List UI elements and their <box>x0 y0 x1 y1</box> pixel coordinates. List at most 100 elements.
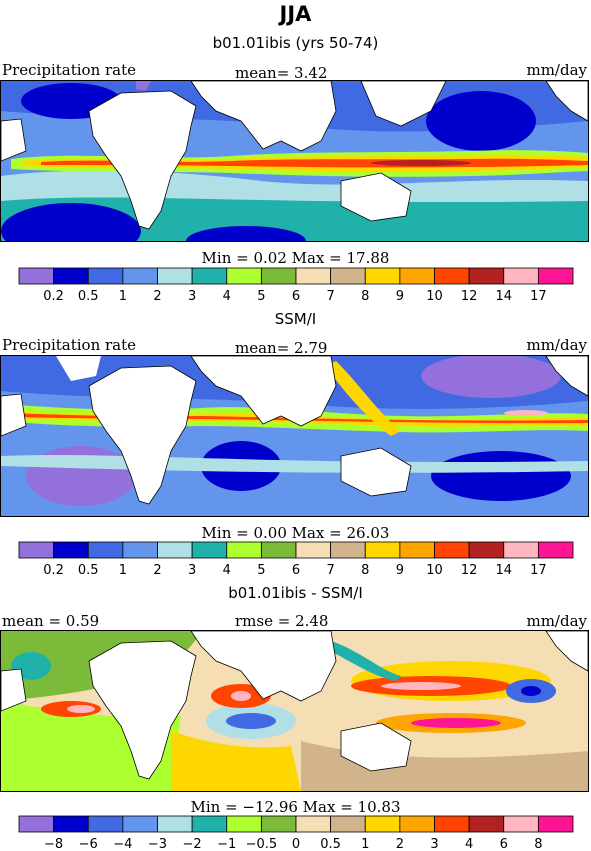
colorbar-tick-label: 12 <box>461 289 478 304</box>
colorbar-tick-label: 0 <box>292 837 300 851</box>
colorbar-swatch <box>122 267 158 285</box>
colorbar-tick-label: 2 <box>153 289 161 304</box>
panel-3-minmax: Min = −12.96 Max = 10.83 <box>190 798 401 816</box>
colorbar-swatch <box>399 267 435 285</box>
colorbar-swatch <box>364 267 401 285</box>
colorbar-tick-label: 10 <box>426 563 443 578</box>
colorbar-swatch <box>18 267 55 285</box>
colorbar-tick-label: 3 <box>188 289 196 304</box>
panel-3-mean-label: mean = 0.59 <box>2 612 100 630</box>
colorbar-tick-label: 8 <box>534 837 542 851</box>
colorbar-tick-label: 1 <box>119 289 127 304</box>
panel-2-minmax: Min = 0.00 Max = 26.03 <box>201 524 390 542</box>
panel-3-rmse-label: rmse = 2.48 <box>235 612 329 630</box>
colorbar-swatch <box>53 267 89 285</box>
colorbar-tick-label: 7 <box>326 289 334 304</box>
colorbar-swatch <box>503 541 539 559</box>
colorbar-tick-label: 14 <box>495 563 512 578</box>
colorbar-swatch <box>330 541 366 559</box>
colorbar-swatch <box>399 541 435 559</box>
colorbar-tick-label: 12 <box>461 563 478 578</box>
panel-3-units-label: mm/day <box>526 612 587 630</box>
colorbar-swatch <box>468 815 505 833</box>
colorbar-tick-label: −1 <box>217 837 236 851</box>
colorbar-tick-label: −6 <box>79 837 98 851</box>
colorbar-tick-label: 6 <box>292 289 300 304</box>
panel-1-map-svg <box>1 81 588 241</box>
colorbar-swatch <box>157 267 193 285</box>
colorbar-swatch <box>295 815 332 833</box>
panel-2-mean-label: mean= 2.79 <box>235 339 328 357</box>
colorbar-swatch <box>364 815 401 833</box>
panel-2-map-svg <box>1 356 588 516</box>
colorbar-tick-label: 8 <box>361 563 369 578</box>
colorbar-swatch <box>537 541 574 559</box>
colorbar-tick-label: 0.2 <box>43 289 64 304</box>
colorbar-swatch <box>537 267 574 285</box>
colorbar-swatch <box>468 541 505 559</box>
colorbar-tick-label: 5 <box>257 563 265 578</box>
colorbar-swatch <box>87 541 124 559</box>
panel-3-colorbar: −8 −6 −4 −3 −2 −1 −0.5 0 0.5 1 2 3 4 6 8 <box>18 815 574 851</box>
colorbar-tick-label: 9 <box>396 563 404 578</box>
colorbar-swatch <box>503 267 539 285</box>
page-title: JJA <box>279 2 312 26</box>
colorbar-swatch <box>330 815 366 833</box>
colorbar-tick-label: −2 <box>183 837 202 851</box>
colorbar-swatch <box>226 267 262 285</box>
colorbar-tick-label: 0.2 <box>43 563 64 578</box>
panel-3-map-svg <box>1 631 588 791</box>
colorbar-swatch <box>122 541 158 559</box>
colorbar-swatch <box>434 267 470 285</box>
colorbar-tick-label: −4 <box>113 837 132 851</box>
colorbar-swatch <box>18 541 55 559</box>
colorbar-tick-label: 9 <box>396 289 404 304</box>
panel-1-variable-label: Precipitation rate <box>2 61 137 79</box>
colorbar-tick-label: 1 <box>361 837 369 851</box>
colorbar-tick-label: 17 <box>530 289 547 304</box>
colorbar-tick-label: −3 <box>148 837 167 851</box>
colorbar-svg: −8 −6 −4 −3 −2 −1 −0.5 0 0.5 1 2 3 4 6 8 <box>18 815 574 851</box>
colorbar-swatch <box>503 815 539 833</box>
panel-2-colorbar: 0.2 0.5 1 2 3 4 5 6 7 8 9 10 12 14 17 <box>18 541 574 578</box>
colorbar-swatch <box>87 815 124 833</box>
colorbar-tick-label: 8 <box>361 289 369 304</box>
colorbar-swatch <box>260 267 297 285</box>
colorbar-tick-label: 17 <box>530 563 547 578</box>
colorbar-swatch <box>295 267 332 285</box>
panel-1-map <box>0 80 589 242</box>
panel-1-mean-label: mean= 3.42 <box>235 64 328 82</box>
colorbar-swatch <box>364 541 401 559</box>
colorbar-tick-label: −8 <box>44 837 63 851</box>
colorbar-swatch <box>157 541 193 559</box>
panel-3-title: b01.01ibis - SSM/I <box>228 584 363 602</box>
colorbar-tick-label: 0.5 <box>78 563 99 578</box>
colorbar-tick-label: 7 <box>326 563 334 578</box>
colorbar-svg: 0.2 0.5 1 2 3 4 5 6 7 8 9 10 12 14 17 <box>18 267 574 304</box>
colorbar-swatch <box>434 815 470 833</box>
colorbar-tick-label: 14 <box>495 289 512 304</box>
colorbar-swatch <box>399 815 435 833</box>
colorbar-swatch <box>87 267 124 285</box>
colorbar-tick-label: 3 <box>430 837 438 851</box>
colorbar-swatch <box>260 815 297 833</box>
colorbar-tick-label: 0.5 <box>320 837 341 851</box>
panel-2-variable-label: Precipitation rate <box>2 336 137 354</box>
colorbar-swatch <box>18 815 55 833</box>
panel-1-title: b01.01ibis (yrs 50-74) <box>212 34 379 52</box>
colorbar-tick-label: 2 <box>153 563 161 578</box>
colorbar-swatch <box>226 541 262 559</box>
colorbar-swatch <box>191 267 228 285</box>
panel-1-minmax: Min = 0.02 Max = 17.88 <box>201 249 390 267</box>
colorbar-swatch <box>295 541 332 559</box>
colorbar-swatch <box>434 541 470 559</box>
colorbar-swatch <box>53 815 89 833</box>
colorbar-tick-label: 6 <box>292 563 300 578</box>
colorbar-tick-label: 3 <box>188 563 196 578</box>
colorbar-swatch <box>191 815 228 833</box>
colorbar-tick-label: 6 <box>500 837 508 851</box>
colorbar-tick-label: 10 <box>426 289 443 304</box>
colorbar-swatch <box>330 267 366 285</box>
colorbar-tick-label: 4 <box>223 563 231 578</box>
colorbar-swatch <box>537 815 574 833</box>
